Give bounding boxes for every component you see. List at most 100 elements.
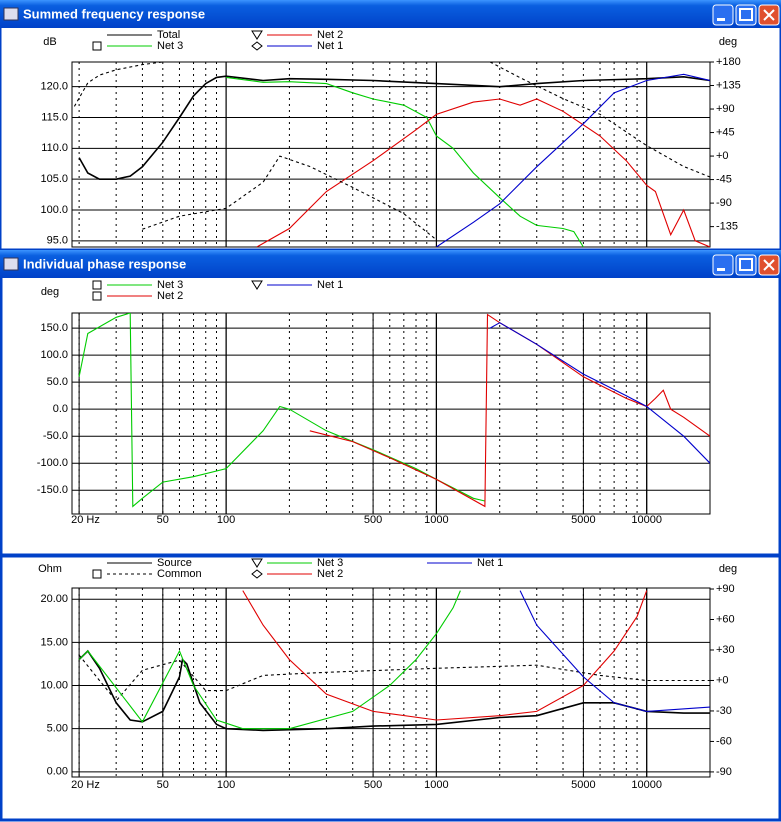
y2-tick-label: +45 bbox=[716, 126, 735, 138]
y-tick-label: 50.0 bbox=[47, 376, 68, 388]
x-tick-label: 5000 bbox=[571, 779, 595, 791]
series-line bbox=[242, 590, 648, 721]
x-tick-label: 100 bbox=[217, 779, 235, 791]
y-tick-label: 150.0 bbox=[40, 322, 68, 334]
y2-tick-label: +0 bbox=[716, 150, 729, 162]
legend-label: Net 1 bbox=[317, 279, 343, 291]
close-button[interactable] bbox=[758, 254, 780, 276]
series-line bbox=[489, 322, 710, 464]
y2-tick-label: -135 bbox=[716, 221, 738, 233]
y-axis-label: Ohm bbox=[38, 563, 62, 575]
series-line bbox=[309, 313, 710, 508]
phase-line bbox=[489, 62, 710, 178]
plot-area bbox=[71, 587, 711, 778]
window-title: Individual phase response bbox=[23, 256, 186, 271]
legend-marker bbox=[92, 41, 102, 51]
minimize-button[interactable] bbox=[712, 4, 734, 26]
y2-tick-label: -90 bbox=[716, 197, 732, 209]
chart: 20 Hz 50 100 500 1000 5000 10000 -150.0 -100.0 -5… bbox=[37, 279, 711, 526]
y2-tick-label: -60 bbox=[716, 735, 732, 747]
y-tick-label: 15.00 bbox=[40, 636, 68, 648]
phase-line bbox=[73, 62, 163, 107]
y2-tick-label: +135 bbox=[716, 79, 741, 91]
series-line bbox=[436, 73, 710, 247]
y2-tick-label: +90 bbox=[716, 103, 735, 115]
y2-tick-label: +180 bbox=[716, 56, 741, 68]
series-line bbox=[78, 649, 710, 732]
window-icon bbox=[3, 7, 19, 21]
plot-area bbox=[71, 312, 711, 515]
series-line bbox=[78, 75, 710, 180]
y2-axis-label: deg bbox=[719, 563, 737, 575]
y-tick-label: 20.00 bbox=[40, 593, 68, 605]
minimize-button[interactable] bbox=[712, 254, 734, 276]
series-line bbox=[78, 590, 461, 730]
x-tick-label: 50 bbox=[157, 514, 169, 526]
x-tick-label: 5000 bbox=[571, 514, 595, 526]
phase-line bbox=[78, 654, 710, 702]
legend-label: Common bbox=[157, 568, 202, 580]
legend-label: Net 2 bbox=[157, 290, 183, 302]
y2-tick-label: -90 bbox=[716, 766, 732, 778]
legend-marker bbox=[251, 280, 263, 290]
legend-label: Net 3 bbox=[157, 279, 183, 291]
legend-label: Net 2 bbox=[317, 29, 343, 41]
legend-label: Net 1 bbox=[477, 557, 503, 569]
y2-tick-label: -30 bbox=[716, 705, 732, 717]
y-tick-label: -100.0 bbox=[37, 457, 68, 469]
y-axis-label: deg bbox=[41, 286, 59, 298]
y-tick-label: -50.0 bbox=[43, 430, 68, 442]
series-line bbox=[519, 590, 710, 712]
legend-marker bbox=[251, 569, 263, 579]
x-tick-label: 1000 bbox=[424, 779, 448, 791]
y-tick-label: 10.00 bbox=[40, 679, 68, 691]
legend-marker bbox=[92, 280, 102, 290]
y-tick-label: 100.0 bbox=[40, 349, 68, 361]
close-button[interactable] bbox=[758, 4, 780, 26]
y2-tick-label: +90 bbox=[716, 583, 735, 595]
legend-marker bbox=[251, 558, 263, 568]
legend-label: Source bbox=[157, 557, 192, 569]
y-tick-label: 110.0 bbox=[41, 142, 68, 154]
legend-label: Net 3 bbox=[317, 557, 343, 569]
legend-marker bbox=[92, 291, 102, 301]
legend-marker bbox=[92, 569, 102, 579]
y2-axis-label: deg bbox=[719, 36, 737, 48]
y-tick-label: 0.00 bbox=[47, 766, 68, 778]
y2-tick-label: +0 bbox=[716, 674, 729, 686]
y-tick-label: 5.00 bbox=[47, 723, 68, 735]
maximize-button[interactable] bbox=[735, 254, 757, 276]
x-tick-label: 10000 bbox=[631, 514, 662, 526]
title-bar bbox=[0, 0, 781, 28]
legend-label: Net 2 bbox=[317, 568, 343, 580]
window-title: Summed frequency response bbox=[23, 6, 205, 21]
x-tick-label: 20 Hz bbox=[71, 779, 100, 791]
y-tick-label: 100.0 bbox=[40, 204, 68, 216]
window-icon bbox=[3, 257, 19, 271]
x-tick-label: 500 bbox=[364, 779, 382, 791]
y2-tick-label: -45 bbox=[716, 173, 732, 185]
y2-tick-label: +30 bbox=[716, 644, 735, 656]
legend-label: Net 1 bbox=[317, 40, 343, 52]
title-bar bbox=[0, 250, 781, 278]
chart: 20 Hz 50 100 500 1000 5000 10000 0.00 5.00 10.00 1… bbox=[38, 557, 737, 791]
y-tick-label: -150.0 bbox=[37, 484, 68, 496]
series-line bbox=[78, 313, 486, 508]
x-tick-label: 50 bbox=[157, 779, 169, 791]
x-tick-label: 1000 bbox=[424, 514, 448, 526]
y-tick-label: 0.0 bbox=[53, 403, 68, 415]
series-line bbox=[226, 76, 584, 247]
y-axis-label: dB bbox=[43, 36, 56, 48]
phase-line bbox=[142, 155, 437, 241]
y-tick-label: 95.0 bbox=[47, 235, 68, 247]
y-tick-label: 120.0 bbox=[40, 81, 68, 93]
legend-marker bbox=[251, 30, 263, 40]
legend-label: Total bbox=[157, 29, 180, 41]
maximize-button[interactable] bbox=[735, 4, 757, 26]
y2-tick-label: +60 bbox=[716, 613, 735, 625]
legend-marker bbox=[251, 41, 263, 51]
chart: 95.0 100.0 105.0 110.0 115.0 120.0 -135 -90 -45 +… bbox=[40, 29, 741, 248]
series-line bbox=[256, 98, 710, 247]
